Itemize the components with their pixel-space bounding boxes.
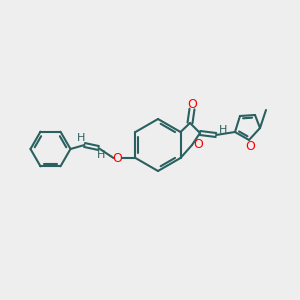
Text: O: O bbox=[112, 152, 122, 164]
Text: H: H bbox=[77, 133, 86, 143]
Text: O: O bbox=[193, 139, 203, 152]
Text: H: H bbox=[219, 125, 227, 135]
Text: O: O bbox=[187, 98, 197, 110]
Text: H: H bbox=[97, 150, 106, 160]
Text: O: O bbox=[245, 140, 255, 154]
